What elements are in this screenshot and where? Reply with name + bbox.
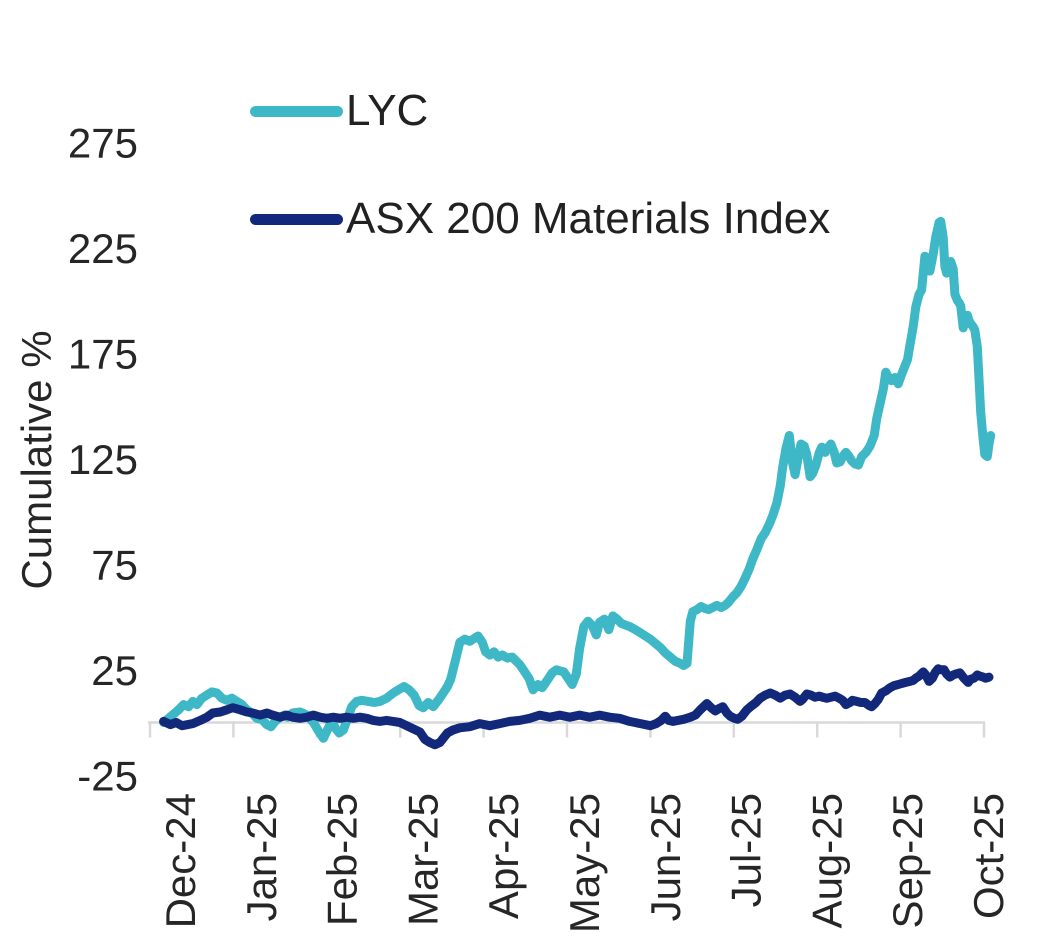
x-tick-label: May-25 <box>561 793 608 933</box>
legend-item-asx200-materials: ASX 200 Materials Index <box>250 192 830 246</box>
y-tick-label: 275 <box>68 119 138 166</box>
y-tick-label: -25 <box>77 752 138 799</box>
chart-legend: LYC ASX 200 Materials Index <box>250 84 830 246</box>
y-tick-label: 175 <box>68 330 138 377</box>
legend-item-lyc: LYC <box>250 84 830 138</box>
y-tick-label: 75 <box>91 541 138 588</box>
y-tick-label: 25 <box>91 647 138 694</box>
legend-label-asx200-materials: ASX 200 Materials Index <box>346 193 831 243</box>
asx200-materials-line-swatch <box>250 213 343 225</box>
x-tick-label: Jul-25 <box>723 793 770 907</box>
asx200-materials-series-line <box>159 664 994 750</box>
x-tick-label: Jan-25 <box>238 793 285 921</box>
x-tick-label: Sep-25 <box>884 793 931 928</box>
x-tick-label: Aug-25 <box>803 793 850 928</box>
y-tick-label: 225 <box>68 225 138 272</box>
x-tick-label: Feb-25 <box>319 793 366 926</box>
x-tick-label: Oct-25 <box>965 793 1012 919</box>
x-tick-label: Dec-24 <box>157 793 204 928</box>
lyc-series-line <box>159 216 996 743</box>
legend-label-lyc: LYC <box>346 85 429 135</box>
lyc-line-swatch <box>250 105 343 117</box>
y-tick-label: 125 <box>68 436 138 483</box>
x-tick-label: Apr-25 <box>480 793 527 919</box>
x-tick-label: Mar-25 <box>399 793 446 926</box>
x-tick-label: Jun-25 <box>642 793 689 921</box>
